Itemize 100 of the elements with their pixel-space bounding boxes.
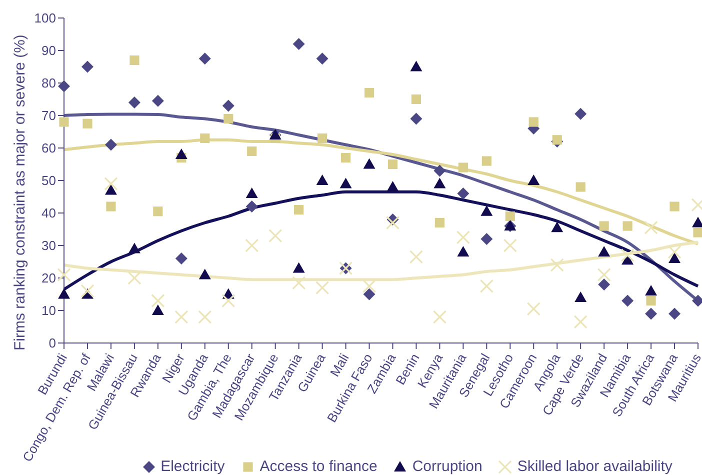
y-tick-label: 50 — [42, 173, 56, 188]
point — [668, 252, 681, 263]
point — [552, 135, 562, 145]
point — [622, 221, 632, 231]
point — [292, 262, 305, 273]
point — [410, 60, 422, 72]
point — [224, 114, 234, 124]
point — [315, 280, 330, 295]
point — [503, 238, 517, 252]
point — [153, 206, 163, 216]
point — [599, 221, 609, 231]
point — [175, 252, 188, 264]
point — [574, 292, 587, 302]
legend-label: Electricity — [160, 458, 225, 475]
point — [222, 294, 236, 308]
point — [670, 202, 680, 212]
point — [58, 80, 70, 92]
point — [645, 308, 658, 320]
point — [128, 96, 140, 108]
point — [198, 268, 211, 280]
point — [317, 133, 328, 144]
y-tick-label: 80 — [42, 76, 56, 91]
point — [410, 112, 422, 125]
point — [505, 211, 515, 222]
y-tick-label: 30 — [42, 238, 56, 254]
point — [551, 222, 564, 232]
point — [174, 310, 188, 324]
point — [175, 148, 188, 159]
point — [693, 228, 702, 238]
point — [246, 200, 258, 212]
point — [526, 302, 540, 316]
y-tick-label: 20 — [42, 270, 56, 286]
point — [128, 242, 140, 254]
point — [620, 248, 634, 262]
point — [198, 52, 211, 65]
y-tick-label: 90 — [42, 43, 56, 58]
y-tick-label: 100 — [34, 10, 56, 26]
point — [198, 310, 212, 324]
point — [294, 204, 304, 215]
y-tick-label: 10 — [42, 303, 56, 318]
y-tick-label: 0 — [48, 336, 56, 351]
point — [434, 178, 446, 188]
point — [645, 285, 658, 296]
point — [246, 188, 258, 198]
point — [81, 60, 94, 73]
point — [200, 133, 210, 144]
point — [386, 216, 400, 230]
point — [292, 38, 305, 50]
legend-label: Access to finance — [258, 458, 378, 475]
point — [550, 258, 564, 272]
point — [247, 146, 257, 156]
point — [457, 246, 470, 256]
legend-label: Skilled labor availability — [516, 458, 672, 475]
point — [458, 162, 468, 172]
point — [316, 174, 328, 185]
point — [316, 52, 328, 65]
point — [456, 230, 470, 244]
point — [528, 174, 540, 185]
point — [57, 268, 71, 282]
point — [598, 278, 610, 290]
point — [480, 205, 493, 216]
point — [104, 138, 117, 151]
point — [622, 294, 634, 307]
point — [130, 55, 140, 66]
point — [222, 100, 234, 112]
point — [268, 228, 282, 243]
point — [457, 188, 470, 200]
y-axis-title: Firms ranking constraint as major or severe (%) — [11, 34, 28, 350]
point — [104, 176, 118, 191]
point — [409, 250, 424, 264]
point — [292, 276, 306, 290]
point — [434, 218, 445, 228]
point — [363, 288, 376, 300]
point — [597, 268, 611, 282]
point — [388, 159, 398, 170]
point — [432, 310, 447, 324]
point — [362, 279, 376, 293]
point — [151, 294, 165, 308]
y-tick-label: 40 — [42, 206, 56, 221]
point — [646, 296, 656, 306]
point — [598, 246, 610, 256]
point — [364, 88, 374, 98]
point — [340, 178, 352, 188]
point — [576, 182, 586, 192]
point — [482, 156, 492, 166]
point — [668, 245, 682, 259]
point — [245, 238, 259, 252]
y-tick-label: 70 — [42, 108, 56, 124]
point — [128, 271, 142, 285]
point — [668, 308, 681, 320]
point — [152, 304, 164, 315]
point — [574, 108, 587, 120]
point — [106, 202, 116, 212]
legend-label: Corruption — [411, 458, 482, 475]
point — [340, 152, 351, 163]
point — [411, 94, 422, 104]
point — [363, 158, 376, 169]
point — [59, 117, 69, 127]
point — [82, 118, 92, 128]
point — [104, 184, 117, 195]
